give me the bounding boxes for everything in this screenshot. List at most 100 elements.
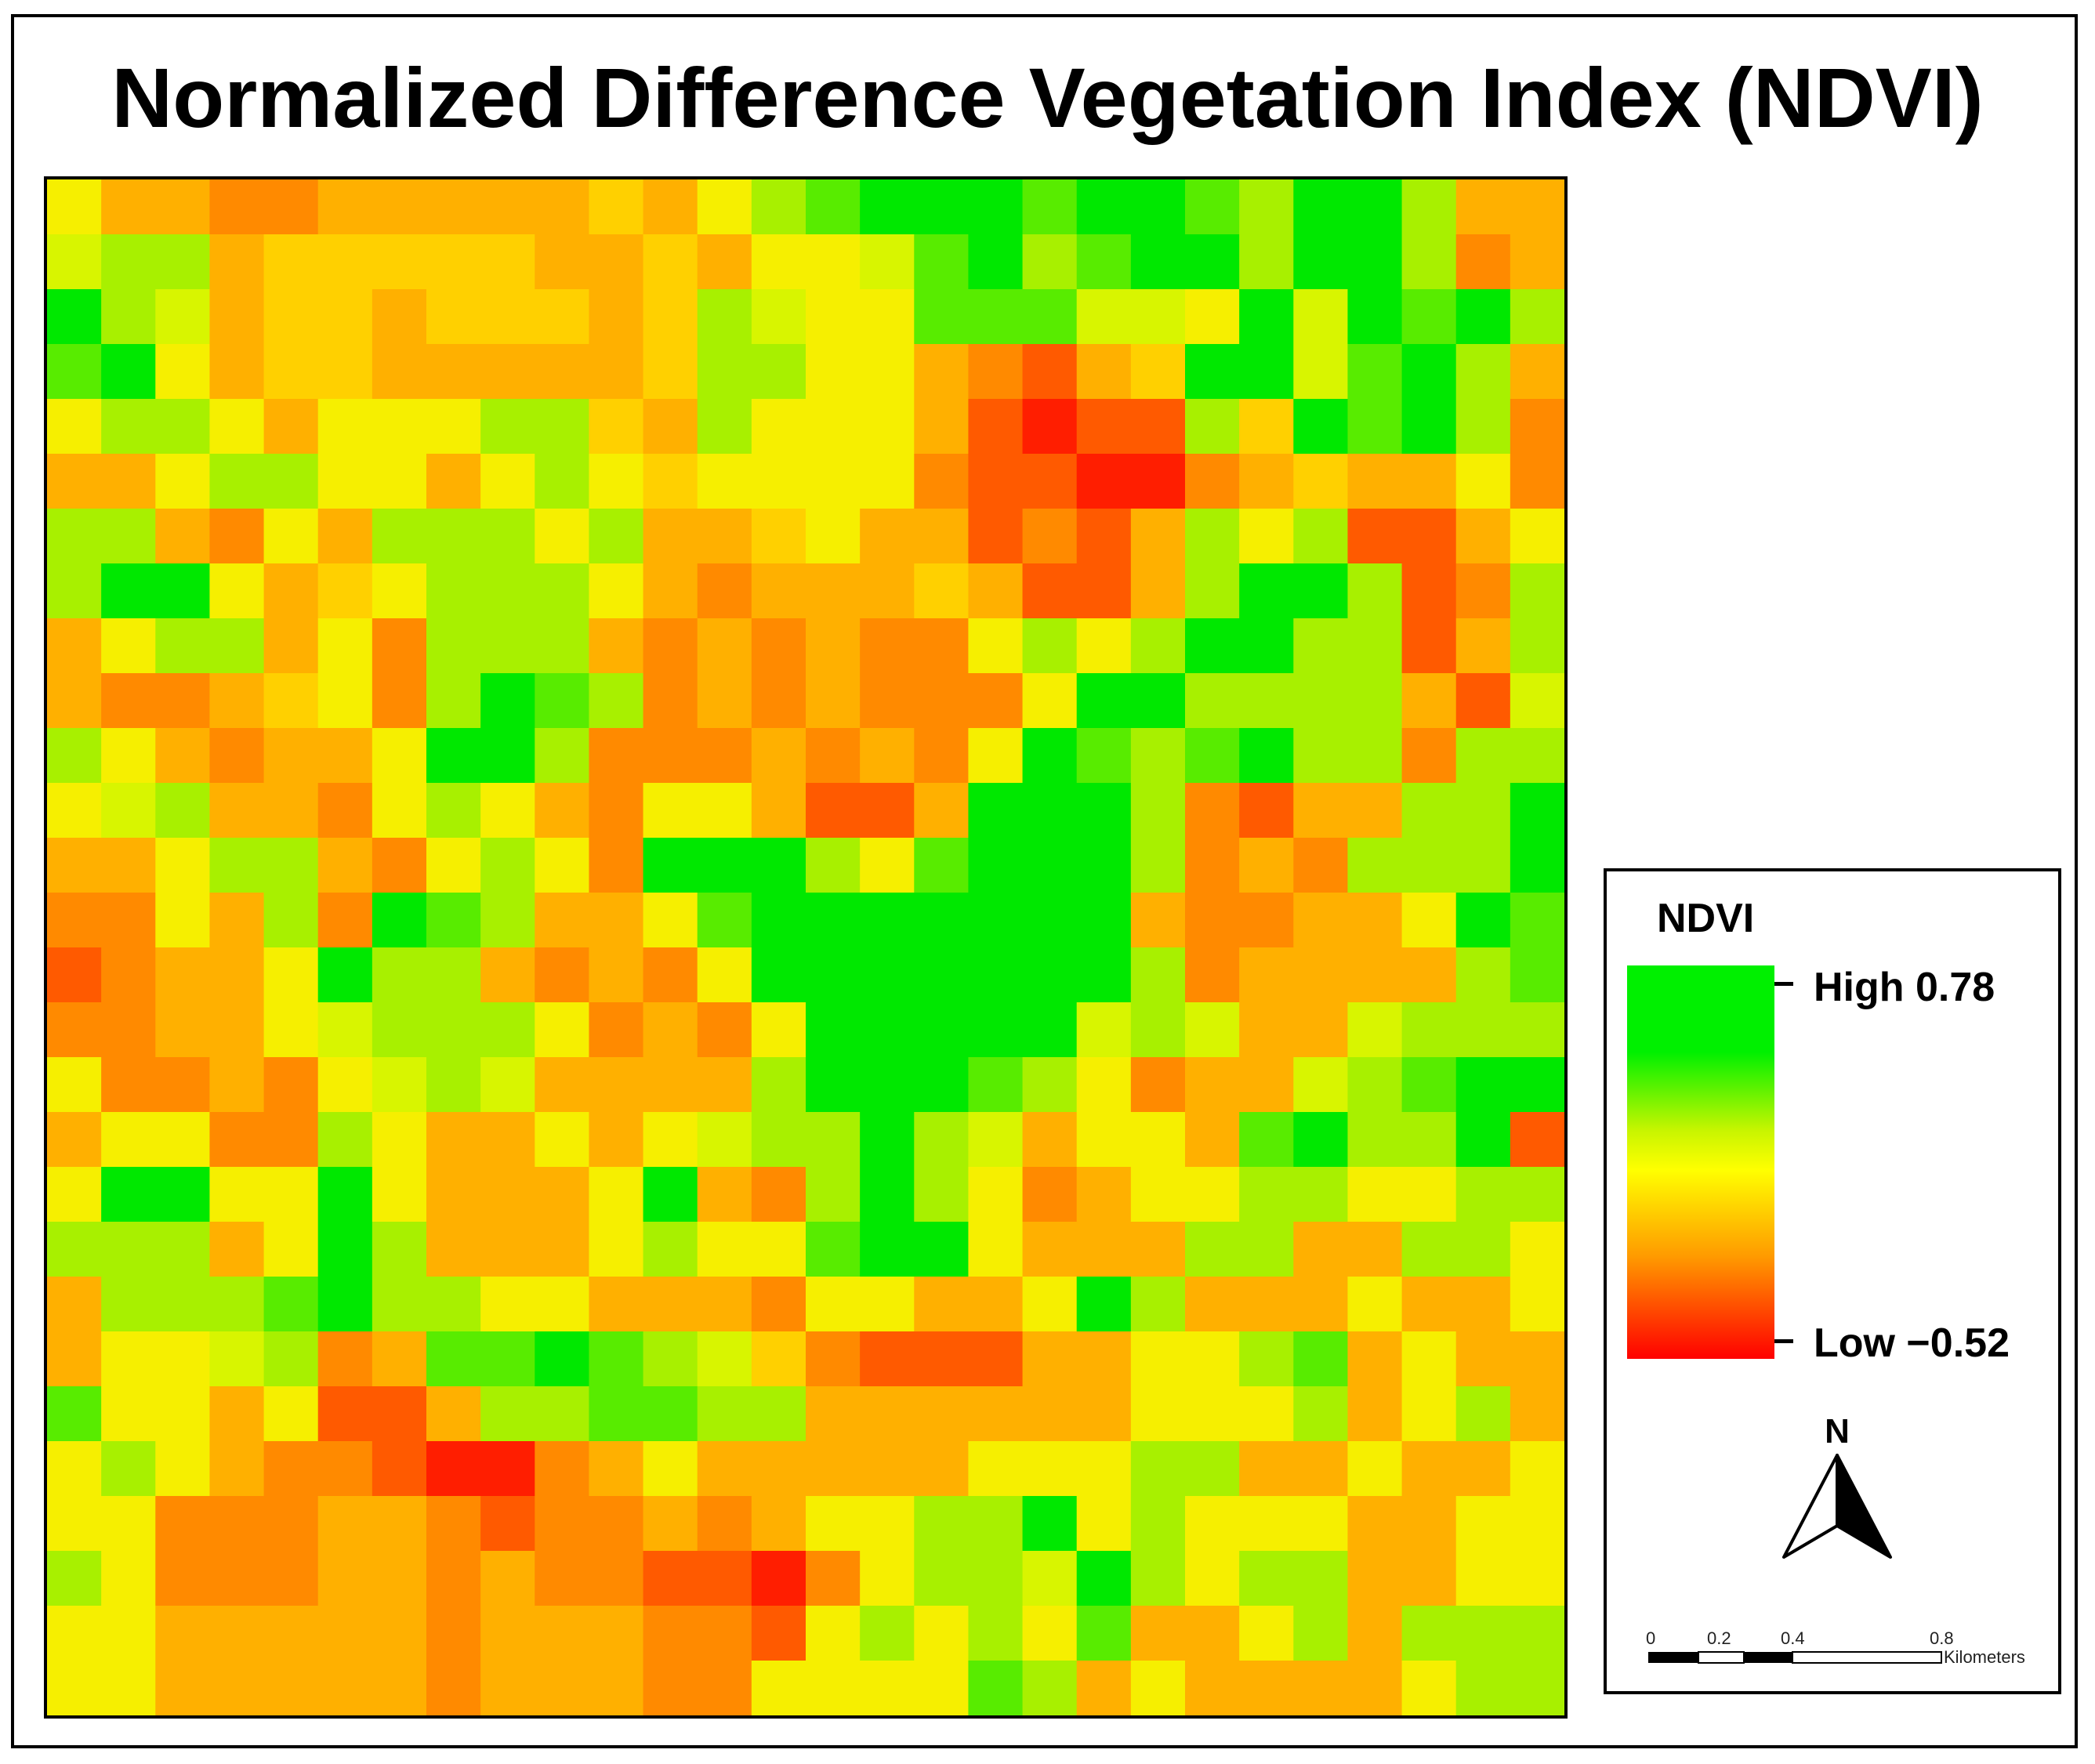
raster-cell bbox=[263, 673, 319, 729]
raster-cell bbox=[1510, 1606, 1564, 1661]
raster-cell bbox=[968, 728, 1024, 784]
raster-cell bbox=[426, 179, 481, 235]
raster-cell bbox=[1455, 563, 1511, 619]
raster-cell bbox=[1347, 1606, 1403, 1661]
raster-cell bbox=[535, 1441, 590, 1497]
raster-cell bbox=[860, 1386, 915, 1442]
raster-cell bbox=[1293, 399, 1349, 455]
raster-cell bbox=[643, 454, 698, 509]
ndvi-raster-map[interactable] bbox=[44, 176, 1568, 1719]
raster-cell bbox=[589, 783, 644, 839]
raster-cell bbox=[209, 1277, 265, 1332]
raster-cell bbox=[1510, 947, 1564, 1003]
raster-cell bbox=[860, 728, 915, 784]
raster-cell bbox=[1076, 1167, 1132, 1222]
raster-cell bbox=[1401, 234, 1457, 290]
raster-cell bbox=[372, 344, 427, 400]
raster-cell bbox=[968, 1222, 1024, 1277]
raster-cell bbox=[263, 454, 319, 509]
raster-cell bbox=[1076, 509, 1132, 564]
raster-cell bbox=[860, 618, 915, 674]
raster-cell bbox=[1185, 1167, 1240, 1222]
raster-cell bbox=[697, 509, 752, 564]
raster-cell bbox=[914, 618, 970, 674]
raster-cell bbox=[1401, 563, 1457, 619]
raster-cell bbox=[1185, 1222, 1240, 1277]
raster-cell bbox=[914, 673, 970, 729]
raster-cell bbox=[1130, 1661, 1186, 1715]
raster-cell bbox=[968, 1386, 1024, 1442]
raster-cell bbox=[1076, 454, 1132, 509]
raster-cell bbox=[1185, 563, 1240, 619]
raster-cell bbox=[751, 1002, 806, 1058]
raster-cell bbox=[1455, 947, 1511, 1003]
raster-cell bbox=[263, 344, 319, 400]
raster-cell bbox=[263, 1277, 319, 1332]
raster-cell bbox=[480, 838, 535, 893]
raster-cell bbox=[263, 509, 319, 564]
raster-cell bbox=[697, 1441, 752, 1497]
raster-cell bbox=[1185, 179, 1240, 235]
raster-cell bbox=[263, 1167, 319, 1222]
raster-cell bbox=[1293, 1222, 1349, 1277]
raster-cell bbox=[1510, 344, 1564, 400]
raster-cell bbox=[47, 673, 102, 729]
raster-cell bbox=[1293, 1551, 1349, 1606]
raster-cell bbox=[317, 1222, 373, 1277]
raster-cell bbox=[1347, 947, 1403, 1003]
raster-cell bbox=[914, 728, 970, 784]
raster-cell bbox=[317, 1606, 373, 1661]
raster-cell bbox=[968, 1112, 1024, 1168]
raster-cell bbox=[589, 838, 644, 893]
raster-cell bbox=[372, 728, 427, 784]
raster-cell bbox=[1510, 1002, 1564, 1058]
raster-cell bbox=[535, 234, 590, 290]
raster-cell bbox=[209, 399, 265, 455]
raster-cell bbox=[1076, 344, 1132, 400]
raster-cell bbox=[914, 1606, 970, 1661]
raster-cell bbox=[1022, 947, 1078, 1003]
raster-cell bbox=[1347, 728, 1403, 784]
raster-cell bbox=[263, 563, 319, 619]
raster-cell bbox=[1130, 893, 1186, 948]
raster-cell bbox=[1022, 1112, 1078, 1168]
raster-cell bbox=[480, 1441, 535, 1497]
raster-cell bbox=[1510, 1112, 1564, 1168]
raster-cell bbox=[535, 1551, 590, 1606]
raster-cell bbox=[1455, 234, 1511, 290]
raster-cell bbox=[480, 179, 535, 235]
raster-cell bbox=[1130, 509, 1186, 564]
raster-cell bbox=[263, 947, 319, 1003]
raster-cell bbox=[155, 563, 211, 619]
raster-cell bbox=[372, 1277, 427, 1332]
raster-cell bbox=[317, 1277, 373, 1332]
raster-cell bbox=[1455, 399, 1511, 455]
raster-cell bbox=[1510, 1222, 1564, 1277]
raster-cell bbox=[480, 1112, 535, 1168]
raster-cell bbox=[589, 1167, 644, 1222]
raster-cell bbox=[1510, 1277, 1564, 1332]
raster-cell bbox=[914, 1167, 970, 1222]
raster-cell bbox=[1455, 179, 1511, 235]
raster-cell bbox=[47, 399, 102, 455]
raster-cell bbox=[1022, 509, 1078, 564]
raster-cell bbox=[47, 179, 102, 235]
raster-cell bbox=[1510, 1496, 1564, 1552]
raster-cell bbox=[1293, 344, 1349, 400]
raster-cell bbox=[589, 1496, 644, 1552]
raster-cell bbox=[860, 234, 915, 290]
raster-cell bbox=[263, 1112, 319, 1168]
raster-cell bbox=[480, 1331, 535, 1387]
raster-cell bbox=[1239, 509, 1294, 564]
raster-cell bbox=[426, 509, 481, 564]
raster-cell bbox=[317, 1551, 373, 1606]
raster-cell bbox=[47, 234, 102, 290]
raster-cell bbox=[372, 289, 427, 345]
raster-cell bbox=[1239, 454, 1294, 509]
raster-cell bbox=[1022, 399, 1078, 455]
raster-cell bbox=[914, 1441, 970, 1497]
raster-cell bbox=[535, 1057, 590, 1113]
raster-cell bbox=[1076, 563, 1132, 619]
raster-cell bbox=[968, 344, 1024, 400]
raster-cell bbox=[914, 399, 970, 455]
